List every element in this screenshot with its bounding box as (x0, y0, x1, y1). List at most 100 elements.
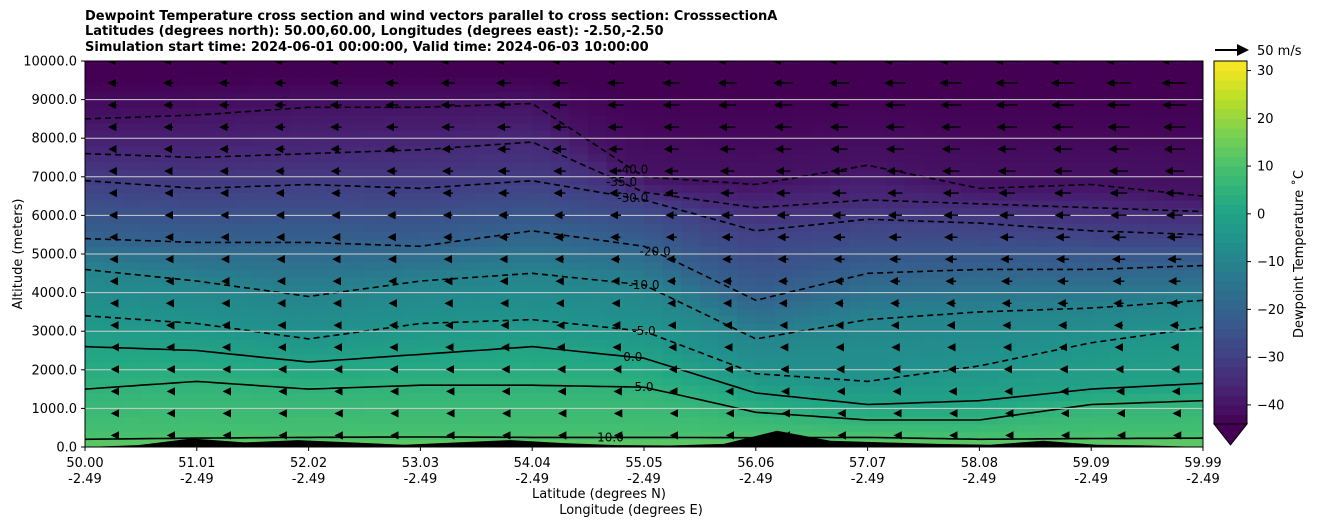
field-cell (401, 99, 421, 108)
field-cell (457, 354, 477, 363)
field-cell (998, 68, 1018, 78)
field-cell (439, 284, 459, 294)
field-cell (1091, 300, 1111, 309)
field-cell (532, 315, 552, 325)
field-cell (1147, 169, 1167, 178)
field-cell (998, 130, 1018, 139)
field-cell (103, 354, 123, 363)
field-cell (308, 223, 328, 232)
field-cell (1184, 99, 1203, 108)
colorbar-band (1214, 108, 1247, 119)
field-cell (420, 76, 440, 85)
field-cell (439, 153, 459, 162)
colorbar-band (1214, 185, 1247, 196)
field-cell (1147, 238, 1167, 247)
field-cell (1128, 284, 1148, 294)
field-cell (737, 230, 757, 240)
field-cell (886, 115, 906, 124)
field-cell (476, 145, 496, 155)
field-cell (942, 292, 962, 301)
field-cell (345, 369, 366, 379)
field-cell (308, 91, 328, 101)
field-cell (1128, 400, 1148, 409)
field-cell (1053, 84, 1074, 93)
field-cell (140, 130, 161, 139)
field-cell (103, 331, 123, 340)
field-cell (625, 199, 645, 209)
field-cell (1072, 431, 1092, 440)
field-cell (401, 385, 421, 394)
field-cell (662, 400, 682, 409)
field-cell (420, 99, 440, 108)
field-cell (1035, 392, 1055, 402)
field-cell (830, 61, 850, 70)
field-cell (793, 223, 813, 232)
field-cell (159, 169, 179, 178)
colorbar-band (1214, 194, 1247, 205)
field-cell (439, 261, 459, 271)
field-cell (1053, 223, 1074, 232)
field-cell (644, 176, 664, 186)
field-cell (960, 377, 980, 386)
field-cell (979, 408, 999, 417)
field-cell (1035, 400, 1055, 409)
field-cell (494, 107, 515, 116)
field-cell (811, 215, 831, 224)
field-cell (85, 308, 105, 317)
field-cell (793, 292, 813, 301)
field-cell (271, 199, 291, 209)
field-cell (737, 138, 757, 147)
field-cell (793, 354, 813, 363)
field-cell (755, 61, 776, 70)
field-cell (904, 369, 925, 379)
colorbar-band (1214, 118, 1247, 129)
field-cell (979, 207, 999, 216)
field-cell (1109, 115, 1130, 124)
field-cell (811, 169, 831, 178)
field-cell (960, 207, 980, 216)
field-cell (420, 400, 440, 409)
field-cell (1091, 91, 1111, 101)
field-cell (1091, 122, 1111, 132)
gridlines (85, 99, 1203, 409)
field-cell (103, 292, 123, 301)
field-cell (867, 169, 887, 178)
field-cell (886, 223, 906, 232)
field-cell (923, 68, 943, 78)
field-cell (699, 377, 720, 386)
field-cell (1165, 238, 1185, 247)
field-cell (457, 107, 477, 116)
field-cell (327, 223, 347, 232)
field-cell (904, 408, 925, 417)
field-cell (550, 377, 571, 386)
field-cell (755, 99, 776, 108)
field-cell (308, 153, 328, 162)
field-cell (1109, 91, 1130, 101)
field-cell (383, 416, 403, 425)
field-cell (159, 176, 179, 186)
field-cell (252, 122, 272, 132)
field-cell (625, 76, 645, 85)
field-cell (774, 269, 794, 278)
field-cell (420, 269, 440, 278)
field-cell (886, 161, 906, 170)
field-cell (960, 215, 980, 224)
field-cell (308, 392, 328, 402)
field-cell (1165, 76, 1185, 85)
field-cell (811, 223, 831, 232)
field-cell (383, 369, 403, 379)
field-cell (420, 169, 440, 178)
field-cell (420, 238, 440, 247)
field-cell (998, 292, 1018, 301)
field-cell (1184, 246, 1203, 255)
field-cell (494, 423, 515, 433)
field-cell (532, 238, 552, 247)
field-cell (606, 315, 626, 325)
field-cell (122, 122, 142, 132)
field-cell (327, 107, 347, 116)
field-cell (662, 354, 682, 363)
field-cell (998, 176, 1018, 186)
field-cell (1184, 346, 1203, 355)
field-cell (252, 400, 272, 409)
field-cell (215, 269, 235, 278)
